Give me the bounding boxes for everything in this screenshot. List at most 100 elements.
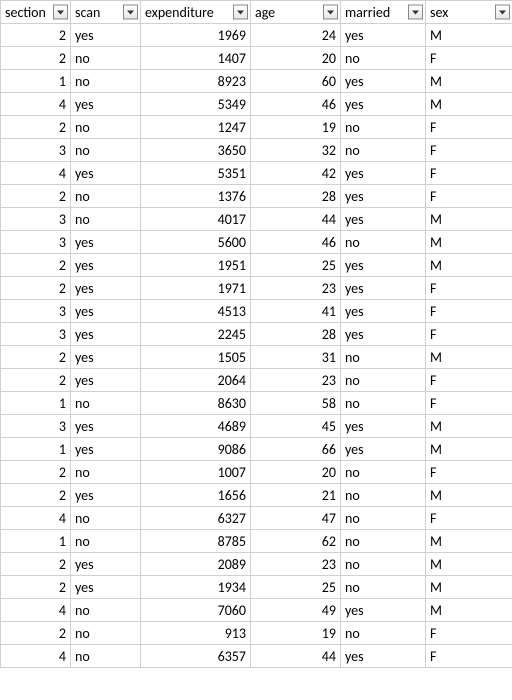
cell-age[interactable]: 66: [251, 438, 341, 461]
cell-age[interactable]: 25: [251, 576, 341, 599]
cell-section[interactable]: 2: [1, 254, 71, 277]
cell-sex[interactable]: F: [426, 47, 512, 70]
cell-age[interactable]: 58: [251, 392, 341, 415]
cell-married[interactable]: yes: [341, 93, 426, 116]
cell-scan[interactable]: no: [71, 116, 141, 139]
cell-scan[interactable]: yes: [71, 576, 141, 599]
cell-sex[interactable]: F: [426, 369, 512, 392]
cell-scan[interactable]: yes: [71, 277, 141, 300]
cell-married[interactable]: yes: [341, 208, 426, 231]
cell-section[interactable]: 2: [1, 185, 71, 208]
cell-married[interactable]: yes: [341, 415, 426, 438]
cell-expenditure[interactable]: 913: [141, 622, 251, 645]
cell-section[interactable]: 4: [1, 507, 71, 530]
cell-expenditure[interactable]: 2064: [141, 369, 251, 392]
cell-scan[interactable]: no: [71, 461, 141, 484]
cell-section[interactable]: 2: [1, 553, 71, 576]
cell-expenditure[interactable]: 1376: [141, 185, 251, 208]
filter-dropdown-icon[interactable]: [123, 5, 138, 20]
cell-age[interactable]: 25: [251, 254, 341, 277]
cell-married[interactable]: no: [341, 139, 426, 162]
cell-sex[interactable]: F: [426, 185, 512, 208]
cell-sex[interactable]: F: [426, 645, 512, 668]
cell-scan[interactable]: yes: [71, 438, 141, 461]
cell-expenditure[interactable]: 7060: [141, 599, 251, 622]
cell-sex[interactable]: M: [426, 24, 512, 47]
cell-married[interactable]: yes: [341, 645, 426, 668]
cell-scan[interactable]: no: [71, 392, 141, 415]
column-header-section[interactable]: section: [1, 1, 71, 24]
cell-sex[interactable]: F: [426, 139, 512, 162]
cell-expenditure[interactable]: 1505: [141, 346, 251, 369]
cell-age[interactable]: 44: [251, 208, 341, 231]
cell-age[interactable]: 62: [251, 530, 341, 553]
cell-expenditure[interactable]: 1007: [141, 461, 251, 484]
column-header-scan[interactable]: scan: [71, 1, 141, 24]
cell-section[interactable]: 4: [1, 599, 71, 622]
cell-married[interactable]: no: [341, 622, 426, 645]
cell-section[interactable]: 1: [1, 530, 71, 553]
cell-section[interactable]: 2: [1, 277, 71, 300]
cell-sex[interactable]: F: [426, 507, 512, 530]
cell-expenditure[interactable]: 1407: [141, 47, 251, 70]
column-header-sex[interactable]: sex: [426, 1, 512, 24]
cell-sex[interactable]: M: [426, 576, 512, 599]
cell-expenditure[interactable]: 1969: [141, 24, 251, 47]
cell-scan[interactable]: yes: [71, 484, 141, 507]
cell-married[interactable]: yes: [341, 185, 426, 208]
cell-scan[interactable]: no: [71, 645, 141, 668]
cell-scan[interactable]: no: [71, 70, 141, 93]
cell-age[interactable]: 28: [251, 323, 341, 346]
cell-sex[interactable]: M: [426, 599, 512, 622]
cell-married[interactable]: no: [341, 484, 426, 507]
cell-married[interactable]: no: [341, 346, 426, 369]
cell-expenditure[interactable]: 1971: [141, 277, 251, 300]
cell-age[interactable]: 24: [251, 24, 341, 47]
column-header-age[interactable]: age: [251, 1, 341, 24]
cell-age[interactable]: 21: [251, 484, 341, 507]
cell-section[interactable]: 1: [1, 70, 71, 93]
cell-sex[interactable]: F: [426, 461, 512, 484]
cell-sex[interactable]: F: [426, 300, 512, 323]
cell-expenditure[interactable]: 1656: [141, 484, 251, 507]
cell-scan[interactable]: no: [71, 208, 141, 231]
cell-married[interactable]: no: [341, 553, 426, 576]
cell-section[interactable]: 3: [1, 231, 71, 254]
cell-scan[interactable]: no: [71, 599, 141, 622]
filter-dropdown-icon[interactable]: [53, 5, 68, 20]
cell-expenditure[interactable]: 9086: [141, 438, 251, 461]
cell-sex[interactable]: M: [426, 415, 512, 438]
cell-section[interactable]: 2: [1, 461, 71, 484]
cell-age[interactable]: 19: [251, 622, 341, 645]
cell-scan[interactable]: no: [71, 530, 141, 553]
cell-sex[interactable]: M: [426, 553, 512, 576]
cell-sex[interactable]: F: [426, 162, 512, 185]
cell-married[interactable]: no: [341, 231, 426, 254]
cell-expenditure[interactable]: 8923: [141, 70, 251, 93]
cell-scan[interactable]: no: [71, 139, 141, 162]
cell-section[interactable]: 1: [1, 438, 71, 461]
filter-dropdown-icon[interactable]: [495, 5, 510, 20]
cell-age[interactable]: 20: [251, 461, 341, 484]
cell-expenditure[interactable]: 1247: [141, 116, 251, 139]
cell-expenditure[interactable]: 2089: [141, 553, 251, 576]
cell-section[interactable]: 1: [1, 392, 71, 415]
column-header-married[interactable]: married: [341, 1, 426, 24]
cell-scan[interactable]: yes: [71, 323, 141, 346]
filter-dropdown-icon[interactable]: [408, 5, 423, 20]
cell-expenditure[interactable]: 5349: [141, 93, 251, 116]
cell-sex[interactable]: F: [426, 323, 512, 346]
cell-married[interactable]: yes: [341, 162, 426, 185]
cell-married[interactable]: no: [341, 116, 426, 139]
cell-scan[interactable]: no: [71, 185, 141, 208]
cell-scan[interactable]: yes: [71, 162, 141, 185]
cell-age[interactable]: 46: [251, 93, 341, 116]
cell-age[interactable]: 47: [251, 507, 341, 530]
cell-scan[interactable]: yes: [71, 553, 141, 576]
filter-dropdown-icon[interactable]: [323, 5, 338, 20]
cell-scan[interactable]: yes: [71, 300, 141, 323]
cell-age[interactable]: 44: [251, 645, 341, 668]
cell-married[interactable]: no: [341, 576, 426, 599]
cell-expenditure[interactable]: 8630: [141, 392, 251, 415]
cell-age[interactable]: 42: [251, 162, 341, 185]
